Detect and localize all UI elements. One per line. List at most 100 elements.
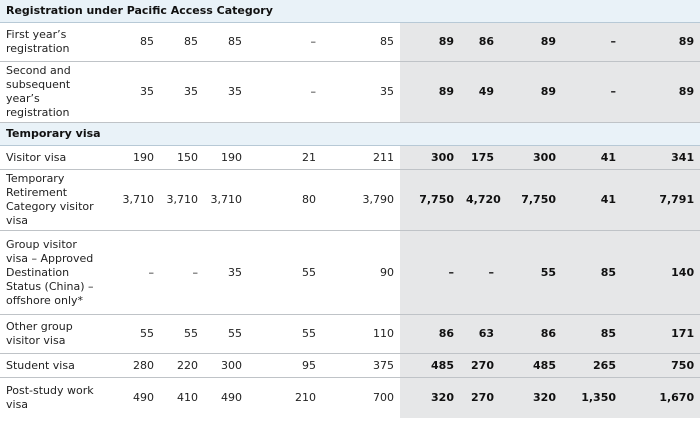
old-fee-cell: 85 bbox=[100, 22, 160, 62]
old-fee-cell: 21 bbox=[248, 145, 322, 170]
new-fee-cell: – bbox=[460, 230, 500, 315]
new-fee-cell: 7,750 bbox=[400, 169, 460, 231]
old-fee-cell: 490 bbox=[221, 391, 242, 404]
table-row: Second and subsequent year’s registratio… bbox=[0, 61, 700, 123]
old-fee-cell: 110 bbox=[322, 314, 400, 354]
new-fee-cell: 341 bbox=[622, 145, 700, 170]
old-fee-cell: 211 bbox=[322, 145, 400, 170]
old-fee-cell: 375 bbox=[322, 353, 400, 378]
old-fee-cell: 700 bbox=[373, 391, 394, 404]
new-fee-cell: 86 bbox=[460, 22, 500, 62]
new-fee-cell: 63 bbox=[460, 314, 500, 354]
new-fee-cell: 4,720 bbox=[460, 169, 501, 231]
new-fee-cell: 485 bbox=[500, 353, 562, 378]
new-fee-cell: 1,670 bbox=[622, 377, 700, 418]
row-label: Group visitor visa – Approved Destinatio… bbox=[0, 230, 100, 315]
row-label: Visitor visa bbox=[0, 145, 100, 170]
new-fee-cell: 300 bbox=[400, 145, 460, 170]
old-fee-cell: – bbox=[160, 230, 204, 315]
old-fee-cell: 55 bbox=[100, 314, 160, 354]
old-fee-cell: 95 bbox=[248, 353, 322, 378]
new-fee-cell: 85 bbox=[562, 230, 622, 315]
old-fee-cell: 80 bbox=[248, 169, 322, 231]
new-fee-cell: 41 bbox=[562, 169, 622, 231]
new-fee-cell: 86 bbox=[400, 314, 460, 354]
section-header-temporary: Temporary visa bbox=[0, 122, 700, 146]
old-fee-cell: 55 bbox=[248, 230, 322, 315]
fee-table: Registration under Pacific Access Catego… bbox=[0, 0, 700, 418]
old-fee-cell: 35 bbox=[322, 61, 400, 123]
new-fee-cell: 270 bbox=[460, 377, 500, 418]
old-fee-cell: 55 bbox=[204, 314, 248, 354]
old-fee-cell: 3,790 bbox=[322, 169, 400, 231]
old-fee-cell: 85 bbox=[322, 22, 400, 62]
old-fee-cell: 210 bbox=[295, 391, 316, 404]
new-fee-cell: 89 bbox=[622, 61, 700, 123]
new-fee-cell: 300 bbox=[500, 145, 562, 170]
row-label: Post-study work visa bbox=[6, 384, 94, 411]
table-row: Visitor visa 190 150 190 21 211 300 175 … bbox=[0, 145, 700, 170]
old-fee-cell: – bbox=[248, 22, 322, 62]
new-fee-cell: – bbox=[400, 230, 460, 315]
new-fee-cell: 265 bbox=[562, 353, 622, 378]
old-fee-cell: 220 bbox=[160, 353, 204, 378]
row-label: Student visa bbox=[0, 353, 100, 378]
new-fee-cell: 320 bbox=[400, 377, 460, 418]
new-fee-cell: 85 bbox=[562, 314, 622, 354]
row-label: Temporary Retirement Category visitor vi… bbox=[0, 169, 100, 231]
old-fee-cell: 3,710 bbox=[160, 169, 204, 231]
new-fee-cell: 485 bbox=[400, 353, 460, 378]
table-row: First year’s registration 85 85 85 – 85 … bbox=[0, 22, 700, 62]
table-row: Other group visitor visa 55 55 55 55 110… bbox=[0, 314, 700, 354]
new-fee-cell: 7,791 bbox=[622, 169, 700, 231]
new-fee-cell: – bbox=[562, 22, 622, 62]
new-fee-cell: 89 bbox=[622, 22, 700, 62]
table-row: Group visitor visa – Approved Destinatio… bbox=[0, 230, 700, 315]
old-fee-cell: 190 bbox=[100, 145, 160, 170]
new-fee-cell: 89 bbox=[400, 22, 460, 62]
new-fee-cell: 49 bbox=[460, 61, 500, 123]
old-fee-cell: 90 bbox=[322, 230, 400, 315]
old-fee-cell: 490 bbox=[133, 391, 154, 404]
section-title: Temporary visa bbox=[0, 122, 700, 146]
new-fee-cell: 1,350 bbox=[562, 377, 622, 418]
table-row: Student visa 280 220 300 95 375 485 270 … bbox=[0, 353, 700, 378]
new-fee-cell: – bbox=[562, 61, 622, 123]
row-label: First year’s registration bbox=[0, 22, 100, 62]
old-fee-cell: – bbox=[100, 230, 160, 315]
section-header-pacific: Registration under Pacific Access Catego… bbox=[0, 0, 700, 23]
new-fee-cell: 320 bbox=[500, 377, 562, 418]
old-fee-cell: 410 bbox=[177, 391, 198, 404]
old-fee-cell: 300 bbox=[204, 353, 248, 378]
old-fee-cell: 35 bbox=[204, 230, 248, 315]
old-fee-cell: 55 bbox=[160, 314, 204, 354]
old-fee-cell: 85 bbox=[204, 22, 248, 62]
new-fee-cell: 140 bbox=[622, 230, 700, 315]
table-row: Temporary Retirement Category visitor vi… bbox=[0, 169, 700, 231]
new-fee-cell: 750 bbox=[622, 353, 700, 378]
old-fee-cell: 35 bbox=[160, 61, 204, 123]
new-fee-cell: 41 bbox=[562, 145, 622, 170]
new-fee-cell: 55 bbox=[500, 230, 562, 315]
row-label: Other group visitor visa bbox=[0, 314, 100, 354]
old-fee-cell: 35 bbox=[100, 61, 160, 123]
new-fee-cell: 89 bbox=[500, 61, 562, 123]
old-fee-cell: 35 bbox=[204, 61, 248, 123]
new-fee-cell: 86 bbox=[500, 314, 562, 354]
old-fee-cell: 280 bbox=[100, 353, 160, 378]
new-fee-cell: 89 bbox=[500, 22, 562, 62]
new-fee-cell: 270 bbox=[460, 353, 500, 378]
old-fee-cell: 150 bbox=[160, 145, 204, 170]
old-fee-cell: 55 bbox=[248, 314, 322, 354]
old-fee-cell: 190 bbox=[204, 145, 248, 170]
new-fee-cell: 89 bbox=[400, 61, 460, 123]
old-fee-cell: 3,710 bbox=[100, 169, 160, 231]
old-fee-cell: 3,710 bbox=[204, 169, 248, 231]
new-fee-cell: 7,750 bbox=[500, 169, 562, 231]
table-row: Post-study work visa 490 410 490 210 700… bbox=[0, 377, 700, 418]
new-fee-cell: 175 bbox=[460, 145, 500, 170]
new-fee-cell: 171 bbox=[622, 314, 700, 354]
old-fee-cell: – bbox=[248, 61, 322, 123]
row-label: Second and subsequent year’s registratio… bbox=[0, 61, 100, 123]
section-title: Registration under Pacific Access Catego… bbox=[0, 0, 700, 23]
